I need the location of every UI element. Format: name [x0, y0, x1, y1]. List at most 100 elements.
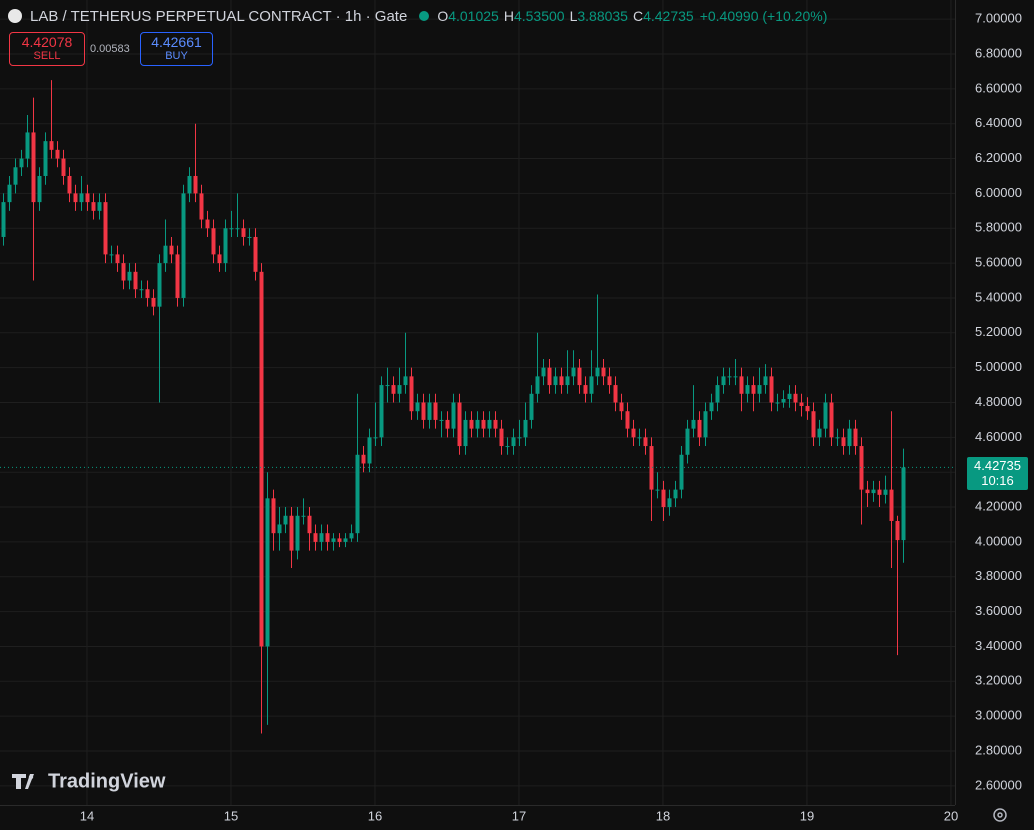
y-tick-label: 6.20000: [975, 150, 1022, 165]
symbol-title[interactable]: LAB / TETHERUS PERPETUAL CONTRACT · 1h ·…: [30, 7, 408, 25]
candle-body: [859, 446, 864, 490]
candle-body: [361, 454, 366, 464]
candle-body: [739, 376, 744, 394]
candle-body: [385, 385, 390, 387]
candle-body: [487, 419, 492, 429]
buy-button[interactable]: 4.42661 BUY: [140, 32, 213, 66]
candle-body: [871, 489, 876, 494]
candle-body: [727, 376, 732, 378]
candle-body: [769, 376, 774, 403]
y-tick-label: 3.60000: [975, 603, 1022, 618]
candle-body: [787, 393, 792, 400]
candle-body: [601, 367, 606, 377]
candle-body: [541, 367, 546, 377]
candle-body: [37, 175, 42, 203]
y-tick-label: 3.20000: [975, 673, 1022, 688]
candle-body: [811, 411, 816, 438]
y-tick-label: 5.20000: [975, 324, 1022, 339]
candle-body: [193, 175, 198, 194]
candle-body: [613, 385, 618, 403]
candle-body: [757, 385, 762, 394]
candle-body: [79, 193, 84, 203]
x-tick-label: 15: [224, 808, 238, 823]
y-tick-label: 4.60000: [975, 429, 1022, 444]
candle-body: [625, 411, 630, 429]
tradingview-logo: TradingView: [12, 770, 166, 792]
candle-body: [103, 202, 108, 255]
candle-body: [793, 393, 798, 403]
candle-body: [817, 428, 822, 438]
candle-body: [499, 428, 504, 447]
ohlc-value: 3.88035: [577, 8, 628, 24]
candle-body: [19, 158, 24, 168]
y-tick-label: 5.00000: [975, 359, 1022, 374]
price-tag-price: 4.42735: [974, 458, 1021, 474]
candle-body: [883, 489, 888, 495]
candle-body: [697, 419, 702, 438]
ohlc-label: L: [569, 8, 578, 24]
candle-body: [421, 402, 426, 420]
candle-body: [529, 393, 534, 420]
candle-body: [589, 376, 594, 394]
ohlc: O4.01025 H4.53500 L3.88035 C4.42735: [437, 8, 693, 24]
y-tick-label: 3.00000: [975, 708, 1022, 723]
candle-body: [637, 437, 642, 439]
candle-body: [139, 289, 144, 291]
candle-body: [223, 228, 228, 264]
logo-icon: [28, 774, 34, 780]
candle-body: [571, 367, 576, 377]
candle-body: [439, 419, 444, 421]
candle-body: [475, 419, 480, 429]
y-tick-label: 6.60000: [975, 80, 1022, 95]
change: +0.40990 (+10.20%): [699, 8, 828, 24]
candle-body: [151, 297, 156, 307]
settings-gear[interactable]: [993, 808, 1007, 822]
candle-body: [517, 437, 522, 439]
candle-body: [43, 141, 48, 176]
candle-body: [865, 489, 870, 494]
y-tick-label: 2.80000: [975, 742, 1022, 757]
candle-body: [85, 193, 90, 203]
candle-body: [667, 498, 672, 508]
candle-body: [31, 132, 36, 203]
header: LAB / TETHERUS PERPETUAL CONTRACT · 1h ·…: [8, 6, 827, 26]
candle-body: [373, 437, 378, 439]
candle-body: [631, 428, 636, 438]
candle-body: [397, 385, 402, 394]
candle-body: [271, 498, 276, 534]
candle-body: [313, 533, 318, 542]
candle-body: [445, 419, 450, 429]
candle-body: [121, 263, 126, 281]
candle-body: [325, 533, 330, 542]
candle-body: [823, 402, 828, 429]
candle-body: [67, 175, 72, 194]
y-tick-label: 3.80000: [975, 568, 1022, 583]
candle-body: [493, 419, 498, 429]
candle-body: [607, 376, 612, 386]
y-tick-label: 6.00000: [975, 185, 1022, 200]
candle-body: [73, 193, 78, 203]
y-tick-label: 2.60000: [975, 777, 1022, 792]
logo-text: TradingView: [48, 770, 166, 792]
ohlc-value: 4.01025: [448, 8, 499, 24]
spread: 0.00583: [90, 43, 130, 55]
x-tick-label: 19: [800, 808, 814, 823]
candle-body: [181, 193, 186, 298]
candle-body: [1, 202, 6, 237]
candle-body: [673, 489, 678, 499]
candle-body: [469, 419, 474, 429]
candle-body: [691, 419, 696, 429]
candle-body: [511, 437, 516, 447]
settings-icon[interactable]: [993, 808, 1007, 822]
candle-body: [229, 228, 234, 230]
candle-body: [535, 376, 540, 394]
settings-gear[interactable]: [997, 812, 1003, 818]
y-tick-label: 4.80000: [975, 394, 1022, 409]
candle-body: [715, 385, 720, 403]
candle-body: [55, 149, 60, 159]
candle-body: [577, 367, 582, 386]
candle-body: [115, 254, 120, 264]
sell-button[interactable]: 4.42078 SELL: [9, 32, 85, 66]
